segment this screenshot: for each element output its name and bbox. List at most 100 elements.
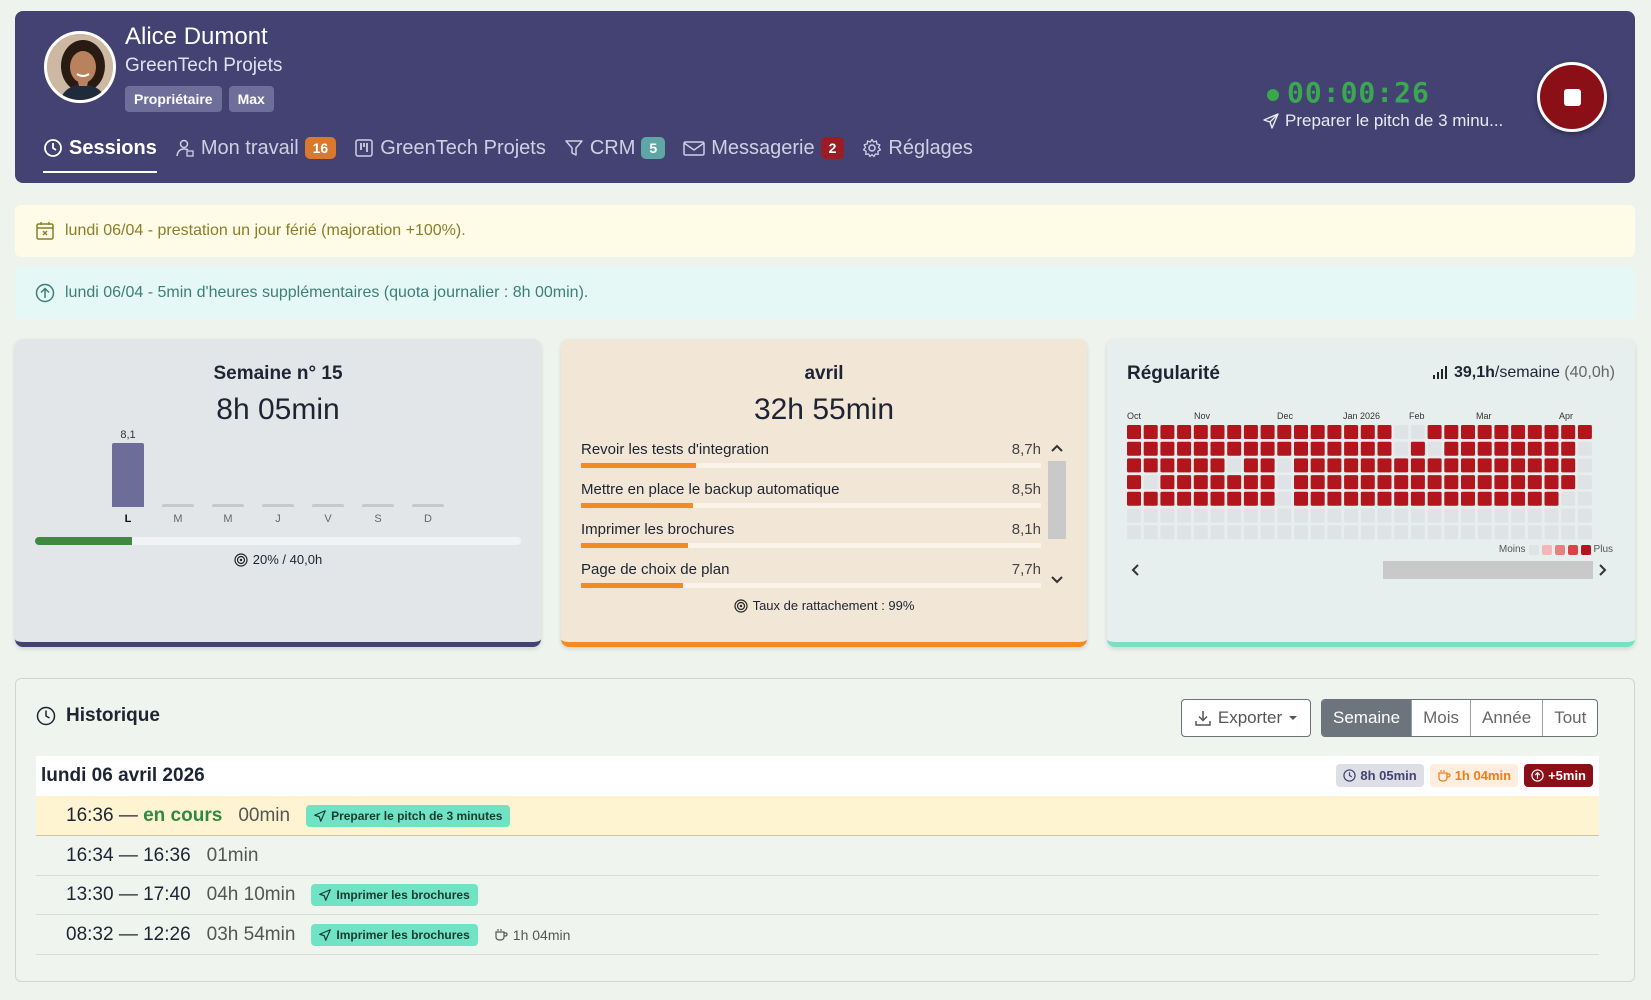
- heatmap-cell[interactable]: [1577, 425, 1592, 439]
- heatmap-cell[interactable]: [1160, 441, 1175, 456]
- heatmap-cell[interactable]: [1494, 458, 1509, 473]
- heatmap-cell[interactable]: [1344, 458, 1359, 473]
- heatmap-cell[interactable]: [1527, 458, 1542, 473]
- heatmap-cell[interactable]: [1577, 491, 1592, 506]
- session-row[interactable]: 08:32 — 12:26 03h 54min Imprimer les bro…: [36, 915, 1599, 955]
- heatmap-cell[interactable]: [1177, 441, 1192, 456]
- tab-greentech-projets[interactable]: GreenTech Projets: [354, 131, 546, 165]
- heatmap-cell[interactable]: [1377, 458, 1392, 473]
- heatmap-cell[interactable]: [1210, 458, 1225, 473]
- heatmap-cell[interactable]: [1527, 491, 1542, 506]
- month-task-row[interactable]: Mettre en place le backup automatique 8,5…: [581, 479, 1041, 519]
- week-bar[interactable]: [112, 443, 144, 507]
- heatmap-cell[interactable]: [1394, 441, 1409, 456]
- heatmap-cell[interactable]: [1427, 458, 1442, 473]
- heatmap-cell[interactable]: [1243, 475, 1258, 490]
- heatmap-cell[interactable]: [1277, 491, 1292, 506]
- heatmap-cell[interactable]: [1377, 475, 1392, 490]
- heatmap-cell[interactable]: [1544, 475, 1559, 490]
- heatmap-cell[interactable]: [1577, 441, 1592, 456]
- heatmap-cell[interactable]: [1327, 458, 1342, 473]
- heatmap-cell[interactable]: [1160, 458, 1175, 473]
- heatmap-cell[interactable]: [1227, 425, 1242, 439]
- heatmap-cell[interactable]: [1327, 475, 1342, 490]
- heatmap-cell[interactable]: [1394, 491, 1409, 506]
- heatmap-cell[interactable]: [1127, 441, 1141, 456]
- heatmap-cell[interactable]: [1561, 475, 1576, 490]
- heatmap-cell[interactable]: [1327, 491, 1342, 506]
- heatmap-cell[interactable]: [1310, 508, 1325, 523]
- heatmap-cell[interactable]: [1477, 525, 1492, 540]
- heatmap-cell[interactable]: [1227, 525, 1242, 540]
- heatmap-cell[interactable]: [1527, 425, 1542, 439]
- week-bar[interactable]: [412, 504, 444, 507]
- heatmap-cell[interactable]: [1477, 508, 1492, 523]
- week-bar[interactable]: [162, 504, 194, 507]
- heatmap-cell[interactable]: [1444, 425, 1459, 439]
- heatmap-cell[interactable]: [1444, 458, 1459, 473]
- heatmap-cell[interactable]: [1544, 441, 1559, 456]
- heatmap-cell[interactable]: [1477, 491, 1492, 506]
- heatmap-cell[interactable]: [1310, 475, 1325, 490]
- heatmap-cell[interactable]: [1210, 508, 1225, 523]
- heatmap-cell[interactable]: [1394, 425, 1409, 439]
- heatmap-cell[interactable]: [1243, 508, 1258, 523]
- heatmap-cell[interactable]: [1210, 475, 1225, 490]
- period-semaine-button[interactable]: Semaine: [1322, 700, 1412, 736]
- tab-crm[interactable]: CRM 5: [564, 131, 666, 165]
- heatmap-cell[interactable]: [1143, 458, 1158, 473]
- heatmap-cell[interactable]: [1327, 508, 1342, 523]
- heatmap-cell[interactable]: [1410, 475, 1425, 490]
- heatmap-cell[interactable]: [1227, 441, 1242, 456]
- heatmap-cell[interactable]: [1494, 475, 1509, 490]
- heatmap-cell[interactable]: [1377, 508, 1392, 523]
- week-bar[interactable]: [212, 504, 244, 507]
- heatmap-cell[interactable]: [1227, 458, 1242, 473]
- heatmap-cell[interactable]: [1160, 425, 1175, 439]
- heatmap-cell[interactable]: [1177, 425, 1192, 439]
- heatmap-cell[interactable]: [1193, 425, 1208, 439]
- heatmap-cell[interactable]: [1260, 475, 1275, 490]
- heatmap-cell[interactable]: [1193, 508, 1208, 523]
- chevron-left-icon[interactable]: [1127, 560, 1145, 580]
- heatmap-cell[interactable]: [1294, 525, 1308, 540]
- heatmap-cell[interactable]: [1143, 508, 1158, 523]
- period-mois-button[interactable]: Mois: [1411, 700, 1470, 736]
- heatmap-cell[interactable]: [1243, 458, 1258, 473]
- heatmap-cell[interactable]: [1577, 525, 1592, 540]
- heatmap-cell[interactable]: [1260, 491, 1275, 506]
- heatmap-cell[interactable]: [1394, 475, 1409, 490]
- heatmap-cell[interactable]: [1494, 525, 1509, 540]
- chevron-right-icon[interactable]: [1593, 560, 1611, 580]
- heatmap-cell[interactable]: [1243, 425, 1258, 439]
- heatmap-cell[interactable]: [1344, 475, 1359, 490]
- heatmap-cell[interactable]: [1294, 458, 1308, 473]
- heatmap-cell[interactable]: [1294, 475, 1308, 490]
- heatmap-cell[interactable]: [1544, 525, 1559, 540]
- heatmap-cell[interactable]: [1160, 491, 1175, 506]
- heatmap-cell[interactable]: [1544, 458, 1559, 473]
- heatmap-cell[interactable]: [1344, 508, 1359, 523]
- week-bar[interactable]: [362, 504, 394, 507]
- heatmap-cell[interactable]: [1193, 441, 1208, 456]
- heatmap-cell[interactable]: [1193, 491, 1208, 506]
- tab-messagerie[interactable]: Messagerie 2: [683, 131, 845, 165]
- heatmap-cell[interactable]: [1360, 491, 1375, 506]
- heatmap-cell[interactable]: [1310, 458, 1325, 473]
- heatmap-cell[interactable]: [1177, 458, 1192, 473]
- session-task-chip[interactable]: Imprimer les brochures: [311, 883, 478, 906]
- heatmap-cell[interactable]: [1410, 458, 1425, 473]
- heatmap-cell[interactable]: [1527, 508, 1542, 523]
- heatmap-cell[interactable]: [1511, 441, 1526, 456]
- heatmap-cell[interactable]: [1477, 425, 1492, 439]
- heatmap-cell[interactable]: [1143, 491, 1158, 506]
- heatmap-cell[interactable]: [1210, 525, 1225, 540]
- heatmap-cell[interactable]: [1310, 491, 1325, 506]
- heatmap-cell[interactable]: [1577, 475, 1592, 490]
- heatmap-cell[interactable]: [1511, 508, 1526, 523]
- heatmap-cell[interactable]: [1577, 508, 1592, 523]
- heatmap-cell[interactable]: [1193, 525, 1208, 540]
- period-annee-button[interactable]: Année: [1470, 700, 1542, 736]
- heatmap-cell[interactable]: [1310, 441, 1325, 456]
- heatmap-cell[interactable]: [1360, 425, 1375, 439]
